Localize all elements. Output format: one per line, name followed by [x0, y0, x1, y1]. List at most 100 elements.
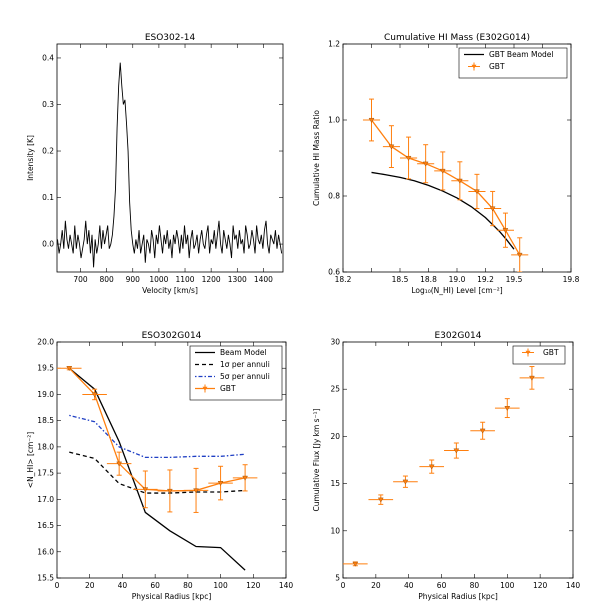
legend-label: GBT	[220, 384, 236, 393]
x-tick-label: 1000	[149, 275, 168, 284]
x-tick-label: 18.5	[392, 275, 409, 284]
data-point	[193, 488, 199, 494]
legend-label: GBT	[543, 348, 559, 357]
plot-frame	[56, 43, 284, 273]
data-point	[456, 178, 463, 184]
data-point	[405, 156, 412, 161]
y-tick-label: 16.0	[37, 547, 54, 556]
legend-marker	[202, 386, 208, 391]
x-tick-label: 80	[183, 581, 193, 590]
y-tick-label: 19.5	[37, 364, 54, 373]
legend-label: Beam Model	[220, 348, 267, 357]
data-point	[217, 481, 224, 486]
x-tick-label: 19.0	[449, 275, 466, 284]
plot-area	[362, 98, 529, 272]
y-tick-label: 19.0	[37, 390, 54, 399]
x-tick-label: 60	[437, 581, 447, 590]
plot-frame	[342, 341, 574, 579]
y-tick-label: 0.6	[328, 268, 340, 277]
data-point	[489, 206, 496, 212]
x-tick-label: 60	[150, 581, 160, 590]
chart-title: ESO302-14	[145, 33, 196, 43]
x-tick-label: 1100	[175, 275, 194, 284]
y-tick-label: 0.3	[42, 100, 54, 109]
x-tick-label: 18.8	[420, 275, 437, 284]
x-tick-label: 19.5	[506, 275, 523, 284]
plot-area	[57, 62, 283, 268]
x-tick-label: 0	[341, 581, 346, 590]
data-point	[402, 479, 409, 485]
plot-area	[57, 366, 258, 571]
data-point	[142, 487, 149, 493]
x-tick-label: 140	[566, 581, 581, 590]
x-tick-label: 40	[118, 581, 128, 590]
x-tick-label: 700	[73, 275, 88, 284]
data-point	[428, 464, 435, 470]
chart-title: Cumulative HI Mass (E302G014)	[384, 33, 530, 43]
y-tick-label: 16.5	[37, 521, 54, 530]
plot-area	[343, 366, 545, 567]
legend-label: 5σ per annuli	[220, 372, 270, 381]
y-tick-label: 18.5	[37, 416, 54, 425]
y-tick-label: 1.2	[328, 40, 340, 49]
y-axis-label: Intensity [K]	[26, 135, 35, 181]
data-point	[504, 406, 511, 411]
data-point	[242, 475, 248, 481]
y-tick-label: 20	[330, 432, 340, 441]
x-tick-label: 800	[99, 275, 114, 284]
chart-title: E302G014	[434, 331, 481, 341]
y-tick-label: 20.0	[37, 338, 54, 347]
legend: GBT	[512, 345, 566, 365]
series-line-1	[370, 119, 521, 256]
x-axis-label: Velocity [km/s]	[142, 286, 198, 295]
x-tick-label: 0	[55, 581, 60, 590]
y-tick-label: 17.0	[37, 495, 54, 504]
chart-title: ESO302G014	[142, 331, 202, 341]
data-point	[479, 428, 486, 434]
x-tick-label: 19.8	[563, 275, 580, 284]
x-tick-label: 18.2	[335, 275, 352, 284]
x-tick-label: 20	[371, 581, 381, 590]
data-point	[91, 392, 98, 398]
x-tick-label: 1400	[254, 275, 273, 284]
y-tick-label: 5	[335, 574, 340, 583]
y-tick-label: 0.4	[42, 53, 54, 62]
x-tick-label: 100	[213, 581, 228, 590]
y-tick-label: 30	[330, 338, 340, 347]
y-tick-label: 0.1	[42, 193, 54, 202]
data-point	[529, 375, 535, 381]
y-tick-label: 0.8	[328, 192, 340, 201]
series-line-0	[57, 62, 283, 268]
legend-label: GBT	[489, 62, 505, 71]
legend-marker	[471, 64, 477, 69]
plot-frame	[342, 43, 572, 273]
x-tick-label: 1200	[202, 275, 221, 284]
x-tick-label: 900	[126, 275, 141, 284]
y-tick-label: 18.0	[37, 442, 54, 451]
data-point	[474, 189, 480, 195]
data-point	[352, 561, 359, 567]
x-tick-label: 20	[85, 581, 95, 590]
y-tick-label: 0.0	[42, 240, 54, 249]
x-tick-label: 80	[470, 581, 480, 590]
legend-box	[458, 47, 568, 79]
y-tick-label: 10	[330, 526, 340, 535]
data-point	[422, 161, 429, 167]
series-line-0	[371, 171, 515, 250]
y-axis-label: <N_HI> [cm⁻²]	[26, 432, 35, 488]
x-tick-label: 120	[533, 581, 548, 590]
data-point	[388, 144, 395, 150]
legend-marker	[525, 350, 531, 355]
data-point	[167, 488, 173, 494]
data-point	[516, 252, 523, 258]
legend: Beam Model 1σ per annuli 5σ per annuli GBT	[189, 345, 283, 401]
y-tick-label: 25	[330, 385, 340, 394]
y-tick-label: 0.2	[42, 147, 54, 156]
data-point	[116, 461, 123, 467]
data-point	[453, 448, 460, 454]
series-line-1	[69, 451, 246, 494]
y-axis-label: Cumulative Flux [Jy km s⁻¹]	[312, 408, 321, 511]
y-tick-label: 1.0	[328, 116, 340, 125]
panel-cummass: Cumulative HI Mass (E302G014) 18.2 18.5 18.…	[312, 33, 580, 295]
series-line-0	[68, 367, 246, 571]
